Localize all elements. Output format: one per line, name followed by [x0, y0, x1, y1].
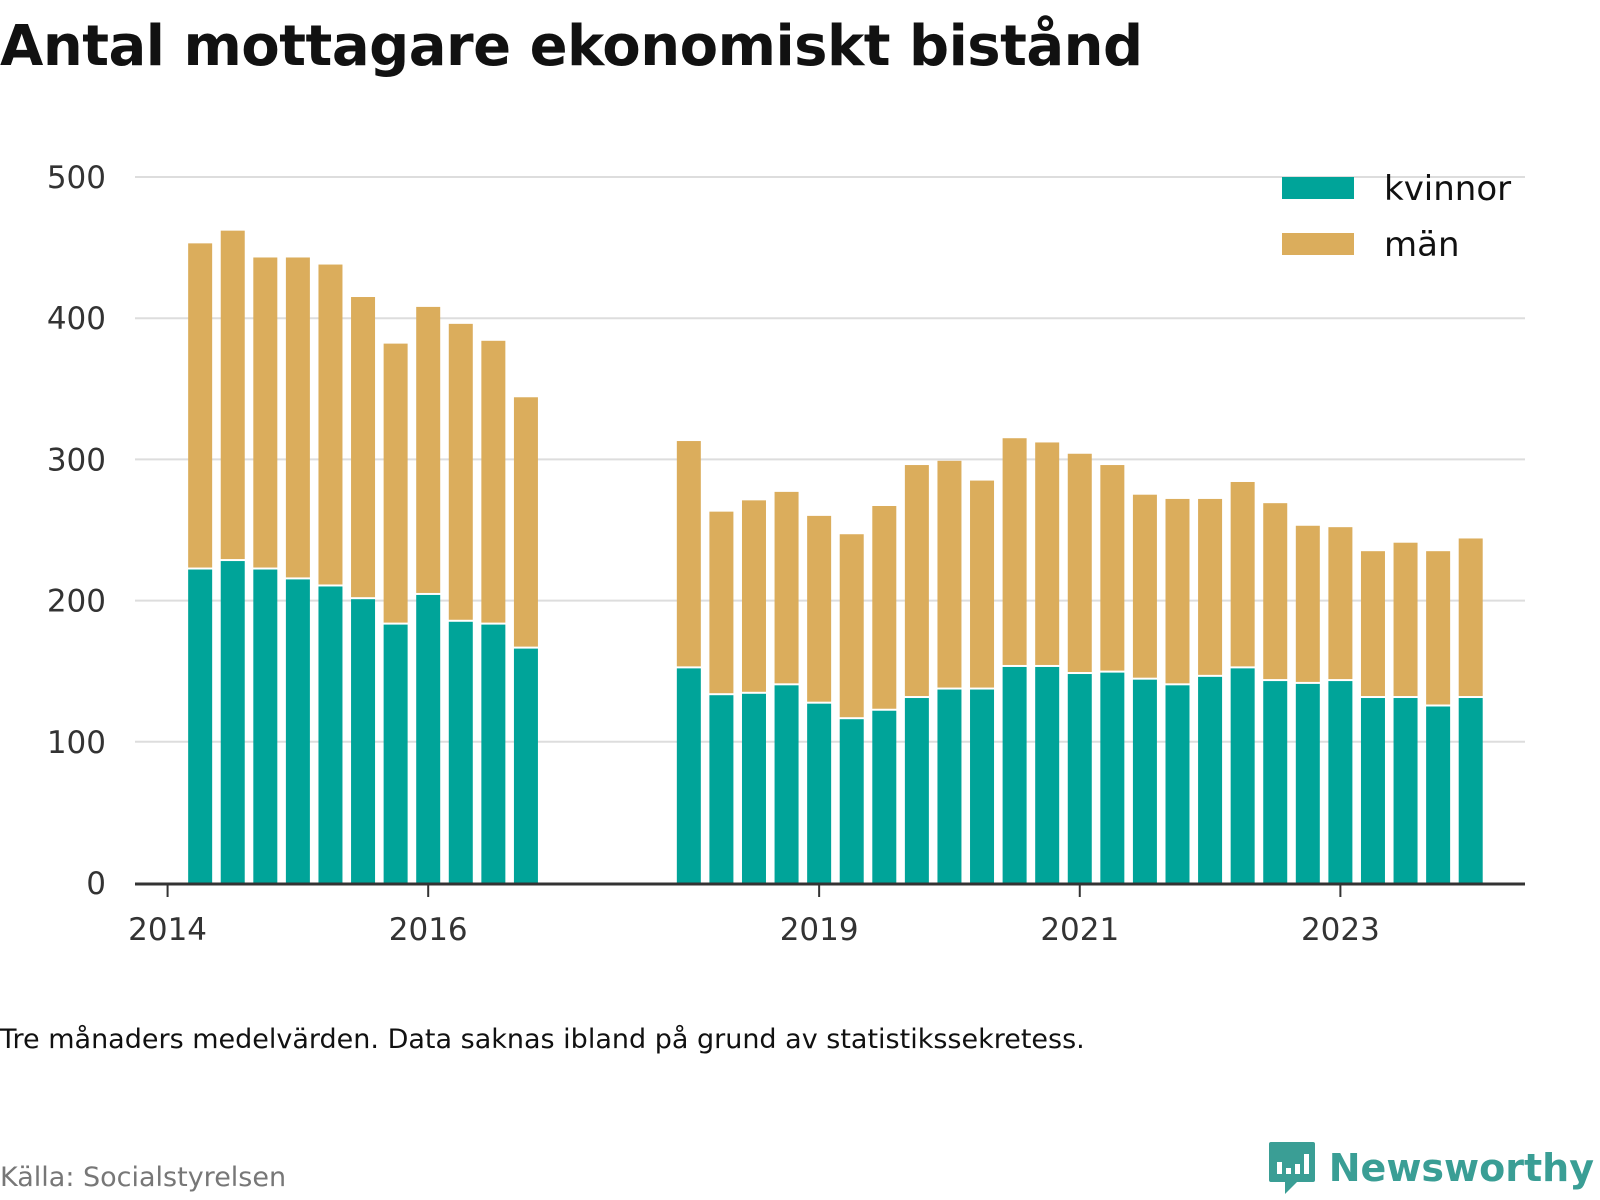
- x-tick-label: 2021: [1040, 912, 1119, 948]
- bar-man: [416, 306, 441, 593]
- stacked-bar-chart: 0 100 200 300 400 500 2014 2016 2019 2021 2023 kv…: [47, 160, 1525, 948]
- x-tick-label: 2014: [128, 912, 207, 948]
- bar-man: [1328, 527, 1353, 680]
- bar-man: [1360, 551, 1385, 697]
- bar-kvinnor: [741, 693, 766, 883]
- bar-man: [1230, 481, 1255, 667]
- bar-man: [1067, 453, 1092, 673]
- bar-kvinnor: [1393, 698, 1418, 883]
- bar-kvinnor: [676, 668, 701, 883]
- bar-kvinnor: [937, 689, 962, 883]
- bar-man: [253, 257, 278, 568]
- bar-kvinnor: [220, 561, 245, 883]
- y-tick-label: 100: [47, 725, 106, 761]
- bar-kvinnor: [1165, 685, 1190, 883]
- bar-man: [807, 515, 832, 702]
- bar-kvinnor: [774, 685, 799, 883]
- bar-kvinnor: [1132, 679, 1157, 883]
- bar-kvinnor: [513, 648, 538, 883]
- bar-kvinnor: [1360, 698, 1385, 883]
- bar-man: [1002, 438, 1027, 665]
- bar-kvinnor: [872, 710, 897, 883]
- bar-kvinnor: [1198, 676, 1223, 883]
- legend-swatch: [1282, 177, 1354, 199]
- bar-kvinnor: [904, 698, 929, 883]
- bar-man: [1263, 503, 1288, 680]
- x-axis: 2014 2016 2019 2021 2023: [128, 882, 1525, 948]
- y-tick-label: 0: [86, 866, 106, 902]
- bar-man: [904, 465, 929, 697]
- bar-kvinnor: [1230, 668, 1255, 883]
- bar-man: [1198, 498, 1223, 675]
- bar-man: [1100, 465, 1125, 671]
- bar-kvinnor: [383, 624, 408, 883]
- bar-man: [1295, 525, 1320, 682]
- bar-man: [1132, 494, 1157, 678]
- y-tick-label: 200: [47, 584, 106, 620]
- bar-man: [676, 441, 701, 667]
- bar-kvinnor: [1100, 672, 1125, 883]
- bar-kvinnor: [1002, 666, 1027, 883]
- bar-kvinnor: [1426, 706, 1451, 883]
- bar-man: [448, 323, 473, 620]
- bar-man: [513, 397, 538, 647]
- bar-man: [351, 297, 376, 598]
- legend-label: kvinnor: [1384, 169, 1511, 209]
- bar-kvinnor: [709, 695, 734, 883]
- bar-man: [481, 340, 506, 623]
- bar-kvinnor: [253, 569, 278, 883]
- bar-man: [741, 500, 766, 692]
- bar-kvinnor: [1458, 698, 1483, 883]
- source-label: Källa: Socialstyrelsen: [0, 1162, 287, 1193]
- legend: kvinnor män: [1282, 169, 1511, 265]
- bar-man: [1035, 442, 1060, 665]
- bar-man: [872, 505, 897, 709]
- bar-kvinnor: [1067, 674, 1092, 883]
- legend-swatch: [1282, 233, 1354, 255]
- bar-man: [1426, 551, 1451, 705]
- bar-kvinnor: [318, 586, 343, 883]
- newsworthy-logo-icon: [1268, 1142, 1315, 1194]
- bar-kvinnor: [1328, 681, 1353, 883]
- bar-kvinnor: [1263, 681, 1288, 883]
- bar-kvinnor: [839, 719, 864, 883]
- bar-man: [285, 257, 310, 578]
- brand-name: Newsworthy: [1328, 1146, 1594, 1190]
- bar-man: [318, 264, 343, 585]
- bar-man: [774, 491, 799, 684]
- bar-kvinnor: [807, 703, 832, 883]
- y-tick-label: 500: [47, 160, 106, 196]
- legend-label: män: [1384, 225, 1460, 265]
- x-tick-label: 2016: [389, 912, 468, 948]
- bar-man: [937, 460, 962, 688]
- bar-kvinnor: [285, 579, 310, 883]
- bars: [188, 230, 1483, 883]
- x-tick-label: 2023: [1301, 912, 1380, 948]
- bar-man: [220, 230, 245, 560]
- y-tick-label: 300: [47, 442, 106, 478]
- bar-man: [709, 511, 734, 694]
- bar-kvinnor: [188, 569, 213, 883]
- bar-kvinnor: [1295, 683, 1320, 883]
- bar-kvinnor: [448, 621, 473, 883]
- bar-man: [1458, 538, 1483, 697]
- brand-logo: Newsworthy: [1267, 1140, 1594, 1196]
- x-tick-label: 2019: [780, 912, 859, 948]
- bar-kvinnor: [481, 624, 506, 883]
- chart-title: Antal mottagare ekonomiskt bistånd: [0, 14, 1143, 79]
- bar-kvinnor: [1035, 666, 1060, 883]
- bar-man: [839, 534, 864, 718]
- bar-kvinnor: [970, 689, 995, 883]
- bar-man: [188, 243, 213, 568]
- bar-man: [1393, 542, 1418, 697]
- bar-man: [970, 480, 995, 688]
- bar-man: [1165, 498, 1190, 684]
- y-tick-label: 400: [47, 301, 106, 337]
- bar-kvinnor: [416, 594, 441, 883]
- chart-note: Tre månaders medelvärden. Data saknas ib…: [0, 1024, 1085, 1055]
- bar-kvinnor: [351, 599, 376, 883]
- bar-man: [383, 343, 408, 623]
- y-axis-tick-labels: 0 100 200 300 400 500: [47, 160, 106, 902]
